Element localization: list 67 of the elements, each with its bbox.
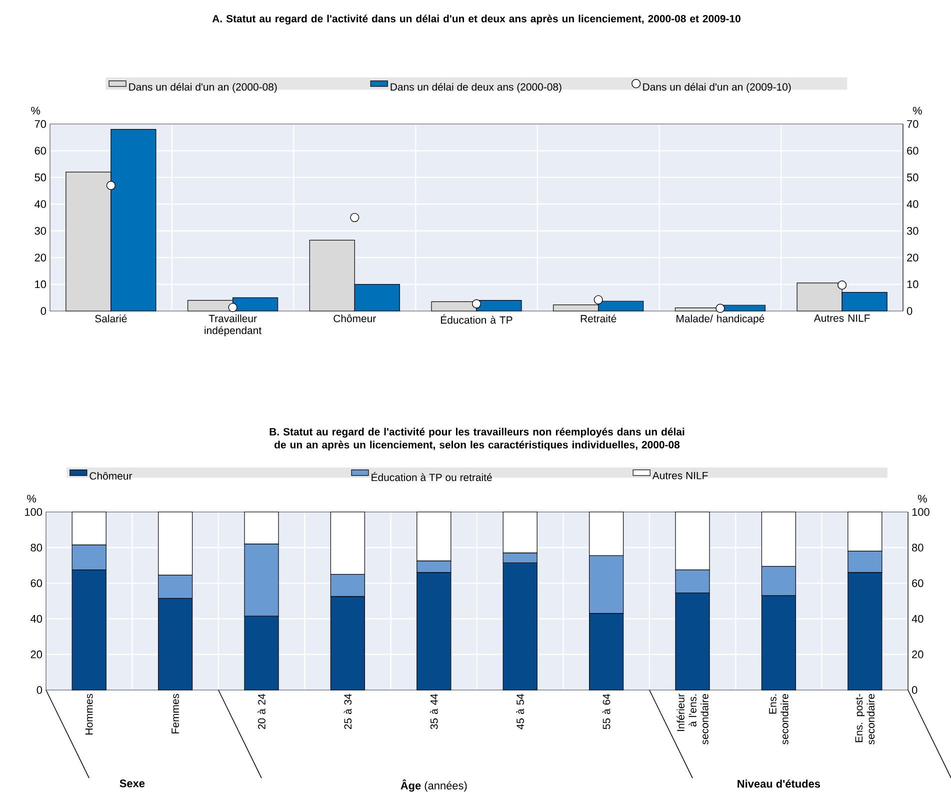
y2-tick-label: 100 (912, 508, 930, 516)
y2-tick-label: 10 (907, 280, 918, 288)
x-tick-label: Éducation à TP (441, 314, 512, 324)
point (228, 302, 238, 312)
y-tick-label: 80 (30, 544, 42, 552)
x-tick-label: Hommes (85, 694, 93, 735)
legend-label: Éducation à TP ou retraité (372, 472, 492, 482)
legend-label: Dans un délai de deux ans (2000-08) (390, 82, 562, 93)
x-tick-label: 35 à 44 (430, 694, 438, 730)
y-tick-label: 30 (34, 226, 46, 235)
text: Âge (années) (400, 780, 467, 792)
legend-label: Autres NILF (652, 472, 708, 480)
x-tick-label: Ens. post-secondaire (855, 694, 875, 744)
y-tick-label: 20 (34, 254, 46, 262)
y-tick-label: 40 (30, 614, 42, 623)
y2-axis-title: % (912, 106, 922, 114)
x-tick-label: Travailleur indépendant (204, 314, 262, 336)
y-axis-title: % (31, 106, 40, 114)
y2-tick-label: 0 (906, 307, 912, 315)
x-tick-label: 20 à 24 (258, 694, 266, 730)
chart-title: B. Statut au regard de l'activité pour les travailleurs non réemployés dans un délai de un an après un licenciement, selon les caractéristiques individuelles, 2000-08 (270, 428, 684, 450)
y2-tick-label: 60 (912, 579, 924, 588)
y-tick-label: 20 (30, 650, 42, 658)
y-tick-label: 10 (35, 280, 46, 288)
y2-tick-label: 20 (912, 650, 924, 658)
x-tick-label: 25 à 34 (344, 694, 352, 730)
x-tick-label: Autres NILF (814, 314, 870, 322)
y2-tick-label: 20 (907, 254, 918, 262)
point (106, 180, 116, 190)
x-tick-label: Ens. secondaire (769, 694, 788, 744)
x-tick-label: Femmes (172, 694, 179, 734)
y2-tick-label: 30 (906, 226, 918, 235)
y2-tick-label: 70 (907, 120, 918, 128)
x-tick-label: Salarié (95, 314, 127, 322)
y2-tick-label: 60 (907, 146, 918, 155)
y2-tick-label: 80 (912, 544, 924, 552)
y-tick-label: 50 (34, 174, 46, 182)
y2-axis-title: % (918, 494, 927, 502)
y-tick-label: 70 (34, 120, 46, 128)
y-tick-label: 0 (40, 307, 46, 315)
x-tick-label: Retraité (580, 314, 616, 322)
y-tick-label: 0 (36, 686, 42, 694)
x-tick-label: 55 à 64 (602, 694, 610, 730)
y-tick-label: 40 (34, 200, 46, 208)
x-tick-label: Malade/ handicapé (676, 314, 764, 324)
point (350, 212, 360, 222)
x-tick-label: 45 à 54 (516, 694, 524, 730)
chart-title: A. Statut au regard de l'activité dans un délai d'un et deux ans après un licenciement, 2000-08 et 2009-10 (212, 14, 740, 24)
y2-tick-label: 40 (906, 200, 918, 208)
legend-label: Dans un délai d'un an (2000-08) (129, 82, 277, 93)
point (838, 280, 847, 290)
text: Niveau d'études (738, 780, 820, 788)
y-tick-label: 60 (34, 146, 46, 155)
y2-tick-label: 50 (906, 174, 918, 182)
y-axis-title: % (27, 494, 36, 502)
y2-tick-label: 40 (912, 614, 924, 623)
y-tick-label: 60 (30, 579, 42, 588)
legend-label: Chômeur (90, 472, 132, 480)
y2-tick-label: 0 (912, 686, 918, 694)
text: Sexe (120, 780, 145, 788)
x-tick-label: Inférieur à l'ens. secondaire (676, 694, 708, 744)
y-tick-label: 100 (25, 508, 42, 516)
point (594, 295, 603, 304)
point (716, 304, 725, 313)
point (472, 299, 482, 308)
x-tick-label: Chômeur (334, 314, 376, 322)
legend-label: Dans un délai d'un an (2009-10) (643, 82, 791, 93)
